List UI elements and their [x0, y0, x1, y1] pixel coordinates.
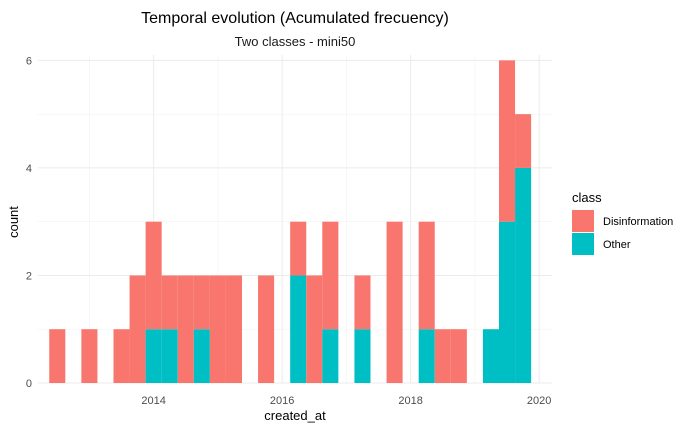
y-tick-label: 0: [26, 378, 32, 390]
bar-other: [322, 329, 339, 383]
bar-disinformation: [386, 221, 403, 383]
chart-title: Temporal evolution (Acumulated frecuency…: [141, 10, 449, 27]
bar-disinformation: [145, 221, 162, 330]
bars: [49, 60, 532, 383]
legend: class Disinformation Other: [572, 190, 673, 255]
legend-swatch: [572, 233, 594, 255]
bar-other: [290, 275, 307, 383]
y-tick-label: 6: [26, 55, 32, 67]
bar-disinformation: [418, 221, 435, 330]
bar-disinformation: [113, 329, 130, 383]
legend-swatch: [572, 210, 594, 232]
bar-disinformation: [129, 275, 146, 383]
bar-disinformation: [258, 275, 275, 383]
bar-disinformation: [161, 275, 178, 330]
bar-other: [161, 329, 178, 383]
bar-disinformation: [515, 114, 532, 168]
bar-disinformation: [290, 221, 307, 276]
bar-disinformation: [177, 275, 194, 383]
x-tick-label: 2014: [141, 395, 165, 407]
bar-other: [482, 329, 499, 383]
bar-disinformation: [498, 60, 516, 222]
x-tick-label: 2018: [398, 395, 422, 407]
y-tick-label: 4: [26, 163, 32, 175]
bar-disinformation: [322, 221, 339, 330]
bar-other: [145, 329, 162, 383]
bar-disinformation: [193, 275, 210, 330]
bar-other: [193, 329, 210, 383]
bar-disinformation: [450, 329, 467, 383]
tick-labels: 0 2 4 6 2014 2016 2018 2020: [26, 55, 552, 407]
legend-title: class: [572, 190, 602, 205]
x-axis-label: created_at: [264, 408, 326, 423]
bar-disinformation: [306, 275, 323, 383]
legend-label: Other: [603, 239, 631, 251]
bar-other: [515, 167, 532, 383]
chart-subtitle: Two classes - mini50: [235, 34, 356, 49]
bar-other: [418, 329, 435, 383]
bar-other: [498, 221, 516, 383]
bar-disinformation: [434, 329, 451, 383]
bar-disinformation: [209, 275, 226, 383]
y-axis-label: count: [6, 206, 21, 238]
y-tick-label: 2: [26, 270, 32, 282]
legend-label: Disinformation: [603, 216, 673, 228]
x-tick-label: 2020: [527, 395, 551, 407]
x-tick-label: 2016: [270, 395, 294, 407]
bar-disinformation: [225, 275, 242, 383]
bar-disinformation: [81, 329, 98, 383]
bar-other: [354, 329, 371, 383]
bar-disinformation: [354, 275, 371, 330]
bar-disinformation: [49, 329, 66, 383]
